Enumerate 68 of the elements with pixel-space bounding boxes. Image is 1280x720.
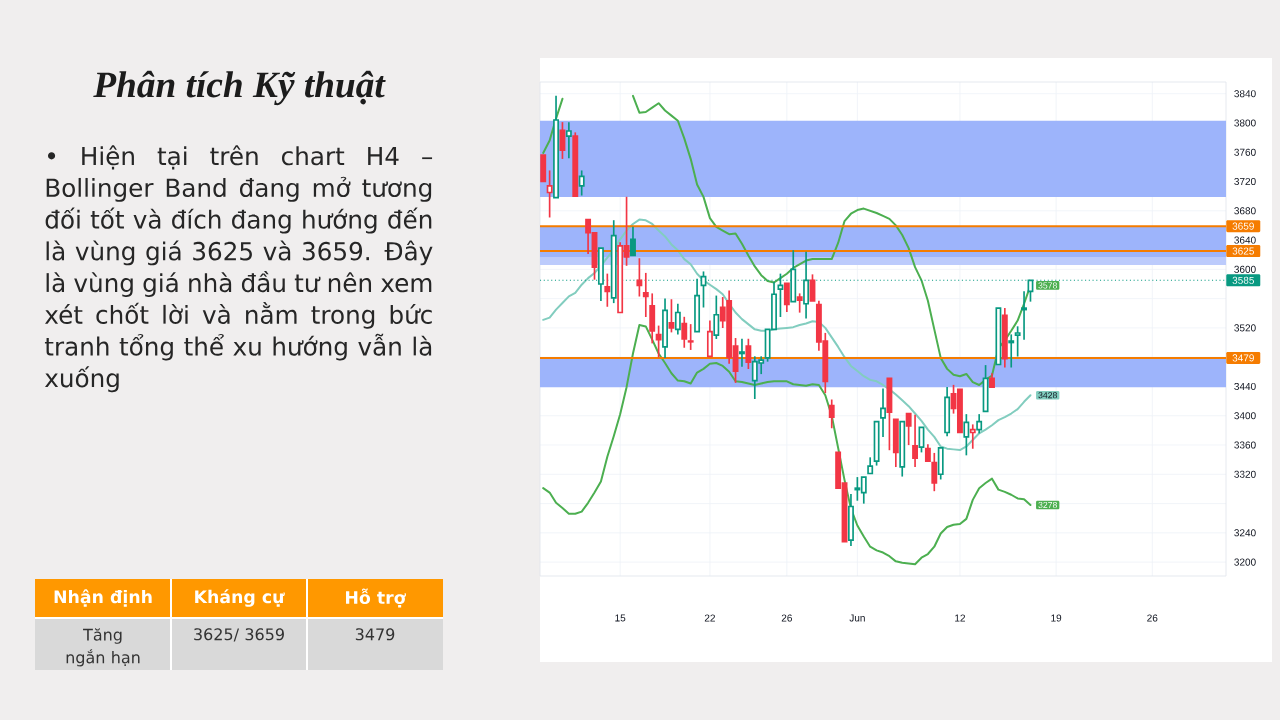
x-tick-label: 12 <box>955 614 965 622</box>
y-tick-label: 3200 <box>1234 558 1256 566</box>
y-tick-label: 3680 <box>1234 207 1256 215</box>
candlestick <box>1008 334 1015 368</box>
candlestick <box>630 226 636 257</box>
y-tick-label: 3720 <box>1234 177 1256 186</box>
text: Phân tích Kỹ thuật <box>93 70 386 106</box>
x-tick-label: 26 <box>1147 614 1158 622</box>
candlestick <box>931 452 938 492</box>
data-label: 3428 <box>1038 392 1057 399</box>
y-tick-label: 3240 <box>1234 529 1256 537</box>
text: Hỗ trợ <box>346 588 406 608</box>
y-tick-label: 3600 <box>1234 265 1256 273</box>
candlestick <box>604 273 611 307</box>
candlestick <box>540 154 547 183</box>
y-tick-label: 3320 <box>1234 470 1256 478</box>
candlestick <box>681 316 688 348</box>
text: • Hiện tại trên chart H4 – Bollinger Band đang mở tương đối tốt và đích đang hướng đến là vùng giá 3625 và 3659. Đây là vùng giá nhà đầu tư nên xem xét chốt lời và nằm trong bức tranh tổng thể xu hướng vẫn là xuống <box>44 145 433 393</box>
y-tick-label: 3440 <box>1234 382 1256 390</box>
text: Nhận định <box>54 589 152 607</box>
text: 3625/ 3659 <box>194 628 284 642</box>
text: Tăng ngắn hạn <box>66 628 140 667</box>
candlestick <box>578 170 585 196</box>
candlestick <box>848 493 854 547</box>
x-tick-label: 22 <box>704 614 715 622</box>
y-tick-label: 3640 <box>1234 236 1256 244</box>
candlestick <box>642 272 649 318</box>
candlestick <box>867 457 874 475</box>
y-tick-label: 3360 <box>1234 441 1256 449</box>
candlestick <box>565 122 572 159</box>
data-label: 3578 <box>1038 282 1057 289</box>
ref-line-label: 3659 <box>1232 222 1254 230</box>
candlestick <box>739 338 745 367</box>
candlestick <box>687 324 694 350</box>
candlestick <box>880 388 886 438</box>
candlestick <box>662 298 668 358</box>
candlestick <box>1001 308 1008 368</box>
y-tick-label: 3760 <box>1234 148 1256 156</box>
candlestick <box>924 444 931 462</box>
data-label: 3278 <box>1038 501 1057 509</box>
y-tick-label: 3800 <box>1234 119 1256 127</box>
candlestick <box>649 293 656 344</box>
candlestick <box>783 282 790 312</box>
y-tick-label: 3400 <box>1234 412 1256 420</box>
candlestick <box>674 303 681 335</box>
candlestick <box>892 418 899 468</box>
x-tick-label: 15 <box>615 614 626 622</box>
candlestick <box>899 420 906 477</box>
ref-line-label: 3479 <box>1232 354 1254 362</box>
y-tick-label: 3840 <box>1234 90 1256 98</box>
candlestick <box>905 412 912 446</box>
candlestick <box>912 414 919 468</box>
text: 3479 <box>355 628 395 641</box>
ref-line-label: 3585 <box>1232 276 1254 284</box>
candlestick <box>989 373 995 389</box>
candlestick <box>828 399 835 429</box>
candlestick <box>1021 291 1028 340</box>
ref-line-label: 3625 <box>1232 247 1254 255</box>
text: Kháng cự <box>195 589 285 607</box>
x-tick-label: 19 <box>1051 614 1062 622</box>
candlestick <box>944 387 951 437</box>
y-tick-label: 3520 <box>1234 324 1256 332</box>
candlestick <box>937 447 944 480</box>
candlestick <box>886 377 893 451</box>
candlestick <box>572 132 579 197</box>
x-tick-label: Jun <box>849 614 865 622</box>
candlestick <box>995 307 1002 366</box>
x-tick-label: 26 <box>781 614 792 622</box>
